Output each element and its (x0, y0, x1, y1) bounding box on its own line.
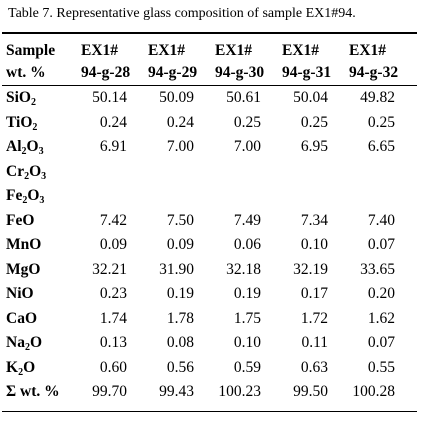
value-cell: 0.23 (99, 285, 127, 302)
oxide-label: Σ wt. % (6, 383, 60, 400)
value-cell: 0.10 (233, 334, 261, 351)
value-cell: 0.07 (367, 236, 395, 253)
oxide-label: FeO (6, 211, 35, 229)
table-row: MgO 32.21 31.90 32.18 32.19 33.65 (0, 260, 420, 283)
value-cell: 0.60 (99, 358, 127, 376)
value-cell: 7.40 (367, 211, 395, 229)
oxide-label: K2O (6, 358, 36, 378)
value-cell: 0.24 (166, 113, 194, 131)
table-row: NiO 0.23 0.19 0.19 0.17 0.20 (0, 284, 420, 307)
oxide-label: TiO2 (6, 113, 38, 133)
top-rule (2, 32, 417, 34)
oxide-label: Na2O (6, 334, 43, 353)
header-col-1-line2: 94-g-28 (81, 64, 131, 81)
value-cell: 0.55 (367, 358, 395, 376)
table-row: Fe2O3 (0, 186, 420, 209)
value-cell: 0.09 (99, 236, 127, 253)
table-row: FeO 7.42 7.50 7.49 7.34 7.40 (0, 211, 420, 234)
value-cell: 0.13 (99, 334, 127, 351)
value-cell: 1.62 (367, 309, 395, 327)
value-cell: 0.09 (166, 236, 194, 253)
header-unit-label: wt. % (6, 64, 46, 81)
value-cell: 0.11 (301, 334, 328, 351)
header-col-5-line2: 94-g-32 (349, 64, 399, 81)
value-cell: 0.07 (367, 334, 395, 351)
header-rule (2, 85, 417, 86)
table-row: Cr2O3 (0, 162, 420, 185)
value-cell: 7.49 (233, 211, 261, 229)
header-col-4-line1: EX1# (282, 42, 320, 59)
value-cell: 1.72 (300, 309, 328, 327)
value-cell: 0.20 (367, 285, 395, 302)
value-cell: 7.50 (166, 211, 194, 229)
table-row: CaO 1.74 1.78 1.75 1.72 1.62 (0, 309, 420, 332)
value-cell: 7.00 (233, 138, 261, 155)
value-cell: 1.74 (99, 309, 127, 327)
value-cell: 49.82 (360, 89, 395, 106)
header-col-3-line1: EX1# (215, 42, 253, 59)
value-cell: 0.25 (367, 113, 395, 131)
value-cell: 0.19 (233, 285, 261, 302)
table-row: Σ wt. % 99.70 99.43 100.23 99.50 100.28 (0, 382, 420, 405)
table-caption: Table 7. Representative glass compositio… (8, 6, 356, 21)
value-cell: 50.04 (293, 89, 328, 106)
value-cell: 32.21 (92, 260, 127, 278)
value-cell: 50.61 (226, 89, 261, 106)
oxide-label: MgO (6, 260, 41, 278)
table-row: K2O 0.60 0.56 0.59 0.63 0.55 (0, 358, 420, 381)
value-cell: 100.23 (218, 383, 261, 400)
value-cell: 7.42 (99, 211, 127, 229)
header-col-3-line2: 94-g-30 (215, 64, 265, 81)
value-cell: 7.34 (300, 211, 328, 229)
oxide-label: SiO2 (6, 89, 36, 108)
value-cell: 32.18 (226, 260, 261, 278)
value-cell: 99.70 (92, 383, 127, 400)
value-cell: 99.43 (159, 383, 194, 400)
value-cell: 0.17 (300, 285, 328, 302)
table-row: Na2O 0.13 0.08 0.10 0.11 0.07 (0, 333, 420, 356)
value-cell: 0.08 (166, 334, 194, 351)
header-col-1-line1: EX1# (81, 42, 119, 59)
header-col-2-line1: EX1# (148, 42, 186, 59)
value-cell: 7.00 (166, 138, 194, 155)
value-cell: 0.24 (99, 113, 127, 131)
value-cell: 32.19 (293, 260, 328, 278)
value-cell: 1.78 (166, 309, 194, 327)
value-cell: 6.91 (99, 138, 127, 155)
value-cell: 6.65 (367, 138, 395, 155)
header-col-2-line2: 94-g-29 (148, 64, 198, 81)
value-cell: 0.25 (233, 113, 261, 131)
oxide-label: Fe2O3 (6, 187, 45, 206)
value-cell: 0.59 (233, 358, 261, 376)
value-cell: 50.14 (92, 89, 127, 106)
header-col-5-line1: EX1# (349, 42, 387, 59)
oxide-label: Cr2O3 (6, 162, 47, 182)
oxide-label: NiO (6, 285, 34, 302)
value-cell: 1.75 (233, 309, 261, 327)
bottom-rule (2, 411, 417, 412)
value-cell: 0.25 (300, 113, 328, 131)
value-cell: 100.28 (352, 383, 395, 400)
value-cell: 0.63 (300, 358, 328, 376)
value-cell: 0.19 (166, 285, 194, 302)
table-row: MnO 0.09 0.09 0.06 0.10 0.07 (0, 235, 420, 258)
value-cell: 0.10 (300, 236, 328, 253)
table-row: SiO2 50.14 50.09 50.61 50.04 49.82 (0, 88, 420, 111)
table-row: TiO2 0.24 0.24 0.25 0.25 0.25 (0, 113, 420, 136)
value-cell: 0.06 (233, 236, 261, 253)
oxide-label: MnO (6, 236, 42, 253)
value-cell: 6.95 (300, 138, 328, 155)
header-sample-label: Sample (6, 42, 56, 59)
value-cell: 99.50 (293, 383, 328, 400)
header-col-4-line2: 94-g-31 (282, 64, 332, 81)
value-cell: 33.65 (360, 260, 395, 278)
oxide-label: CaO (6, 309, 37, 327)
oxide-label: Al2O3 (6, 138, 44, 157)
value-cell: 50.09 (159, 89, 194, 106)
table-row: Al2O3 6.91 7.00 7.00 6.95 6.65 (0, 137, 420, 160)
value-cell: 0.56 (166, 358, 194, 376)
value-cell: 31.90 (159, 260, 194, 278)
